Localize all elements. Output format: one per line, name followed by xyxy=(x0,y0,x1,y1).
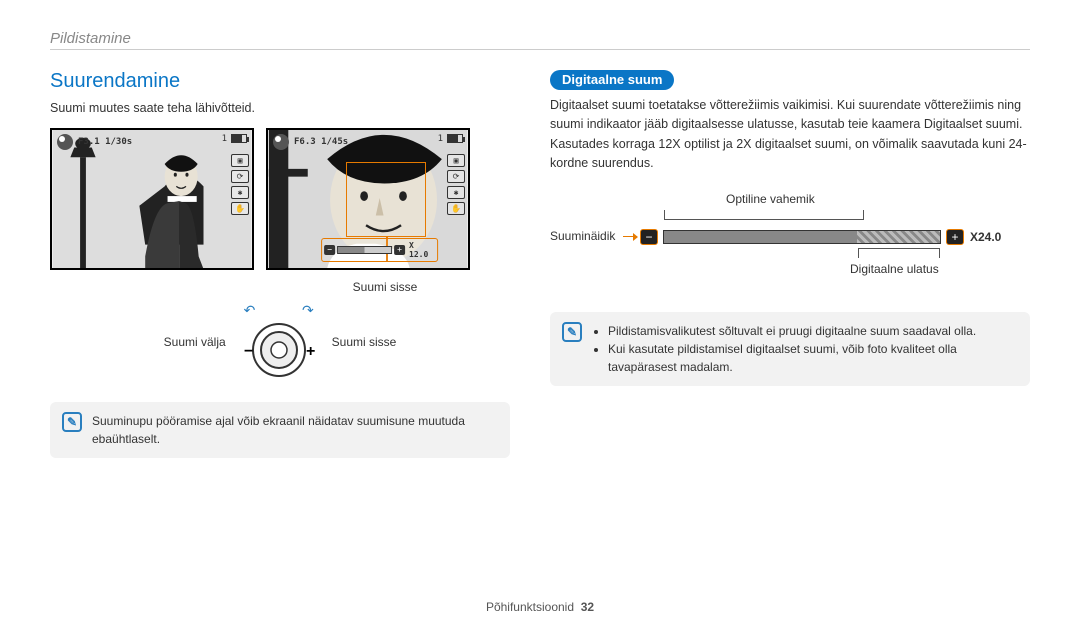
subheading-pill: Digitaalne suum xyxy=(550,70,674,90)
optical-bracket xyxy=(664,210,864,220)
diagram-plus-button[interactable]: + xyxy=(946,229,964,245)
svg-text:+: + xyxy=(306,343,315,360)
dial-illustration: − + xyxy=(234,320,324,380)
optical-range-label: Optiline vahemik xyxy=(726,192,815,206)
content-columns: Suurendamine Suumi muutes saate teha läh… xyxy=(50,70,1030,458)
note-list: Pildistamisvalikutest sõltuvalt ei pruug… xyxy=(592,322,1018,376)
section-title: Suurendamine xyxy=(50,70,510,93)
note-box-1: ✎ Suuminupu pööramise ajal võib ekraanil… xyxy=(50,402,510,458)
zoom-max-value: X24.0 xyxy=(970,230,1001,244)
preview-wide: F3.1 1/30s 1 ▣ ⟳ ✱ ✋ xyxy=(50,128,254,270)
indicator-arrow-icon xyxy=(623,236,637,238)
zoom-dial-row: Suumi välja ↶ ↷ − + Suumi sisse xyxy=(50,302,510,382)
note-item: Pildistamisvalikutest sõltuvalt ei pruug… xyxy=(608,322,1018,340)
note-item: Kui kasutate pildistamisel digitaalset s… xyxy=(608,340,1018,376)
breadcrumb: Pildistamine xyxy=(50,30,1030,47)
preview-wide-illustration xyxy=(52,130,252,268)
dial-arrow-right-icon: ↷ xyxy=(302,302,314,320)
zoom-out-label: Suumi välja xyxy=(164,335,226,349)
page-number: 32 xyxy=(581,600,594,614)
section-intro: Suumi muutes saate teha lähivõtteid. xyxy=(50,99,510,118)
preview-zoomed: F6.3 1/45s 1 ▣ ⟳ ✱ ✋ − xyxy=(266,128,470,270)
zoom-range-diagram: Optiline vahemik Suuminäidik − + X24.0 D… xyxy=(550,192,1030,302)
right-intro: Digitaalset suumi toetatakse võtterežiim… xyxy=(550,96,1030,174)
zoom-dial: ↶ ↷ − + xyxy=(234,302,324,382)
zoom-in-label: Suumi sisse xyxy=(332,335,397,349)
note-icon: ✎ xyxy=(62,412,82,432)
zoom-in-pointer-label: Suumi sisse xyxy=(260,280,510,294)
right-column: Digitaalne suum Digitaalset suumi toetat… xyxy=(550,70,1030,458)
note-box-2: ✎ Pildistamisvalikutest sõltuvalt ei pru… xyxy=(550,312,1030,386)
camera-previews: F3.1 1/30s 1 ▣ ⟳ ✱ ✋ xyxy=(50,128,510,270)
focus-box xyxy=(346,162,426,237)
digital-bracket xyxy=(858,248,940,258)
svg-text:−: − xyxy=(244,343,253,360)
zoom-track-diagram xyxy=(663,230,941,244)
diagram-minus-button[interactable]: − xyxy=(640,229,658,245)
zoom-indicator-label: Suuminäidik xyxy=(550,229,615,243)
footer-section: Põhifunktsioonid xyxy=(486,600,574,614)
digital-range-label: Digitaalne ulatus xyxy=(850,262,939,276)
note-text: Suuminupu pööramise ajal võib ekraanil n… xyxy=(92,412,498,448)
page-footer: Põhifunktsioonid 32 xyxy=(0,600,1080,614)
dial-arrow-left-icon: ↶ xyxy=(244,302,256,320)
left-column: Suurendamine Suumi muutes saate teha läh… xyxy=(50,70,510,458)
note-icon: ✎ xyxy=(562,322,582,342)
focus-leader-line xyxy=(386,237,388,261)
divider xyxy=(50,49,1030,50)
